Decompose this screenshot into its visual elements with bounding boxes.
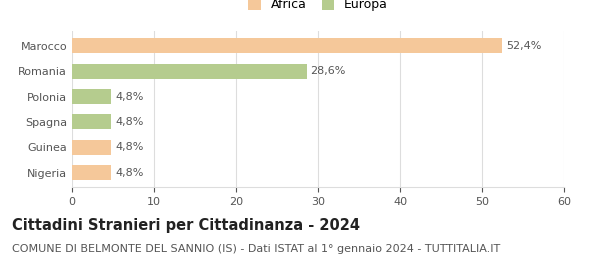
Text: 4,8%: 4,8% [115, 142, 144, 152]
Text: 28,6%: 28,6% [311, 66, 346, 76]
Text: 4,8%: 4,8% [115, 117, 144, 127]
Text: 52,4%: 52,4% [506, 41, 541, 51]
Text: 4,8%: 4,8% [115, 92, 144, 102]
Bar [72, 64, 307, 79]
Bar [72, 89, 112, 104]
Legend: Africa, Europa: Africa, Europa [248, 0, 388, 11]
Bar [72, 38, 502, 54]
Text: COMUNE DI BELMONTE DEL SANNIO (IS) - Dati ISTAT al 1° gennaio 2024 - TUTTITALIA.: COMUNE DI BELMONTE DEL SANNIO (IS) - Dat… [12, 244, 500, 254]
Bar [72, 114, 112, 129]
Bar [72, 165, 112, 180]
Text: 4,8%: 4,8% [115, 167, 144, 178]
Bar [72, 140, 112, 155]
Text: Cittadini Stranieri per Cittadinanza - 2024: Cittadini Stranieri per Cittadinanza - 2… [12, 218, 360, 233]
